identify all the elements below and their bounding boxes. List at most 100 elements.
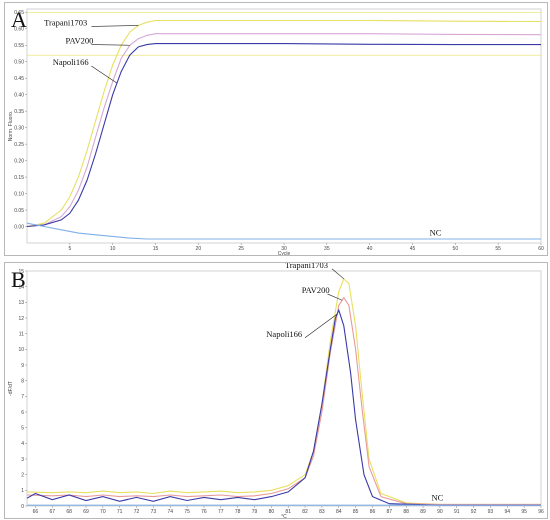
a-y-tick-label: 0.05: [14, 208, 24, 214]
a-series-napoli166: [26, 43, 541, 228]
b-x-tick-label: 96: [538, 509, 544, 515]
b-x-tick-label: 67: [49, 509, 55, 515]
a-x-tick-label: 15: [153, 246, 159, 252]
b-x-tick-label: 82: [302, 509, 308, 515]
b-x-tick-label: 69: [83, 509, 89, 515]
a-x-axis-title: Cycle: [278, 251, 291, 255]
b-label-trapani1703: Trapani1703: [285, 263, 328, 270]
b-y-tick-label: 10: [18, 347, 24, 353]
b-y-tick-label: 11: [19, 331, 24, 337]
panel-a: A 0.00 0.05 0.10 0.15 0.20 0.25 0.30 0.35 0.40 0.…: [4, 2, 548, 256]
b-label-pav200: PAV200: [302, 285, 330, 295]
a-label-trapani1703: Trapani1703: [44, 17, 87, 27]
a-y-tick-label: 0.55: [14, 43, 24, 49]
a-x-tick-label: 50: [453, 246, 459, 252]
a-x-tick-label: 30: [281, 246, 287, 252]
a-y-tick-label: 0.45: [14, 76, 24, 82]
a-series-trapani1703: [26, 19, 542, 228]
b-x-tick-label: 76: [201, 509, 207, 515]
a-y-tick-label: 0.50: [14, 60, 24, 66]
a-label-napoli166: Napoli166: [53, 57, 89, 67]
b-series-napoli166: [26, 308, 541, 506]
b-label-leader: [327, 293, 343, 301]
a-y-tick-label: 0.40: [14, 92, 24, 98]
b-x-tick-label: 73: [151, 509, 157, 515]
b-x-tick-label: 77: [218, 509, 224, 515]
b-x-tick-label: 74: [167, 509, 173, 515]
panel-letter-a: A: [11, 7, 27, 32]
b-x-tick-label: 66: [33, 509, 39, 515]
b-y-tick-label: 5: [21, 425, 24, 431]
b-y-tick-label: 14: [18, 284, 24, 290]
a-y-tick-label: 0.20: [14, 158, 24, 164]
b-x-tick-label: 68: [66, 509, 72, 515]
a-label-leader: [91, 65, 118, 84]
b-x-tick-label: 94: [505, 509, 511, 515]
a-x-tick-label: 55: [495, 246, 501, 252]
b-label-leader: [331, 268, 345, 280]
a-label-pav200: PAV200: [66, 36, 94, 46]
b-y-tick-label: 12: [18, 316, 24, 322]
a-x-tick-label: 40: [367, 246, 373, 252]
a-y-tick-label: 0.10: [14, 191, 24, 197]
a-series-pav200: [26, 33, 542, 228]
panel-letter-b: B: [11, 267, 26, 292]
b-x-tick-label: 75: [184, 509, 190, 515]
a-label-nc: NC: [430, 228, 442, 238]
a-series-nc: [26, 222, 541, 240]
b-x-tick-label: 71: [117, 509, 123, 515]
b-label-nc: NC: [431, 493, 443, 503]
b-y-tick-label: 0: [21, 504, 24, 510]
b-x-tick-label: 70: [100, 509, 106, 515]
a-y-tick-label: 0.35: [14, 109, 24, 115]
a-label-leader: [91, 44, 130, 46]
a-y-tick-label: 0.15: [14, 175, 24, 181]
b-x-tick-label: 93: [488, 509, 494, 515]
b-y-tick-label: 4: [21, 441, 24, 447]
a-x-tick-label: 60: [538, 246, 544, 252]
b-x-tick-label: 89: [420, 509, 426, 515]
a-y-tick-label: 0.25: [14, 142, 24, 148]
b-y-axis-title: -dF/dT: [8, 381, 14, 396]
b-x-tick-label: 91: [454, 509, 460, 515]
b-y-tick-label: 7: [21, 394, 24, 400]
b-x-tick-label: 87: [387, 509, 393, 515]
a-x-tick-label: 20: [196, 246, 202, 252]
b-x-tick-label: 79: [252, 509, 258, 515]
a-y-tick-label: 0.00: [14, 224, 24, 230]
a-x-tick-label: 25: [238, 246, 244, 252]
b-y-tick-label: 3: [21, 457, 24, 463]
b-y-tick-label: 6: [21, 410, 24, 416]
a-x-tick-label: 35: [324, 246, 330, 252]
a-x-tick-label: 5: [68, 246, 71, 252]
a-x-tick-label: 10: [110, 246, 116, 252]
b-y-tick-label: 13: [18, 300, 24, 306]
b-x-tick-label: 80: [269, 509, 275, 515]
a-y-axis-title: Norm. Fluoro.: [8, 111, 14, 142]
b-x-tick-label: 86: [370, 509, 376, 515]
b-y-tick-label: 9: [21, 363, 24, 369]
a-y-tick-label: 0.60: [14, 27, 24, 33]
panel-b: B 0 1 2 3 4 5 6 7 8 9 10 11 12 13 14 15 66 67 68 69 70 71 72 73…: [4, 262, 548, 519]
a-y-tick-label: 0.30: [14, 125, 24, 131]
b-x-tick-label: 83: [319, 509, 325, 515]
a-y-tick-label: 0.65: [14, 10, 24, 16]
b-label-napoli166: Napoli166: [266, 329, 302, 339]
b-y-tick-label: 1: [21, 488, 24, 494]
b-plot-frame: [26, 270, 542, 507]
b-x-tick-label: 84: [336, 509, 342, 515]
b-series-pav200: [26, 296, 541, 505]
amplification-chart: A 0.00 0.05 0.10 0.15 0.20 0.25 0.30 0.35 0.40 0.…: [8, 7, 544, 255]
b-y-tick-label: 2: [21, 472, 24, 478]
b-x-tick-label: 85: [353, 509, 359, 515]
a-label-leader: [91, 25, 139, 27]
b-x-tick-label: 90: [437, 509, 443, 515]
b-series-trapani1703: [26, 277, 541, 505]
b-x-tick-label: 92: [471, 509, 477, 515]
b-x-tick-label: 95: [521, 509, 527, 515]
b-y-tick-label: 8: [21, 378, 24, 384]
b-y-tick-label: 15: [18, 269, 24, 275]
a-x-tick-label: 45: [410, 246, 416, 252]
b-x-tick-label: 78: [235, 509, 241, 515]
